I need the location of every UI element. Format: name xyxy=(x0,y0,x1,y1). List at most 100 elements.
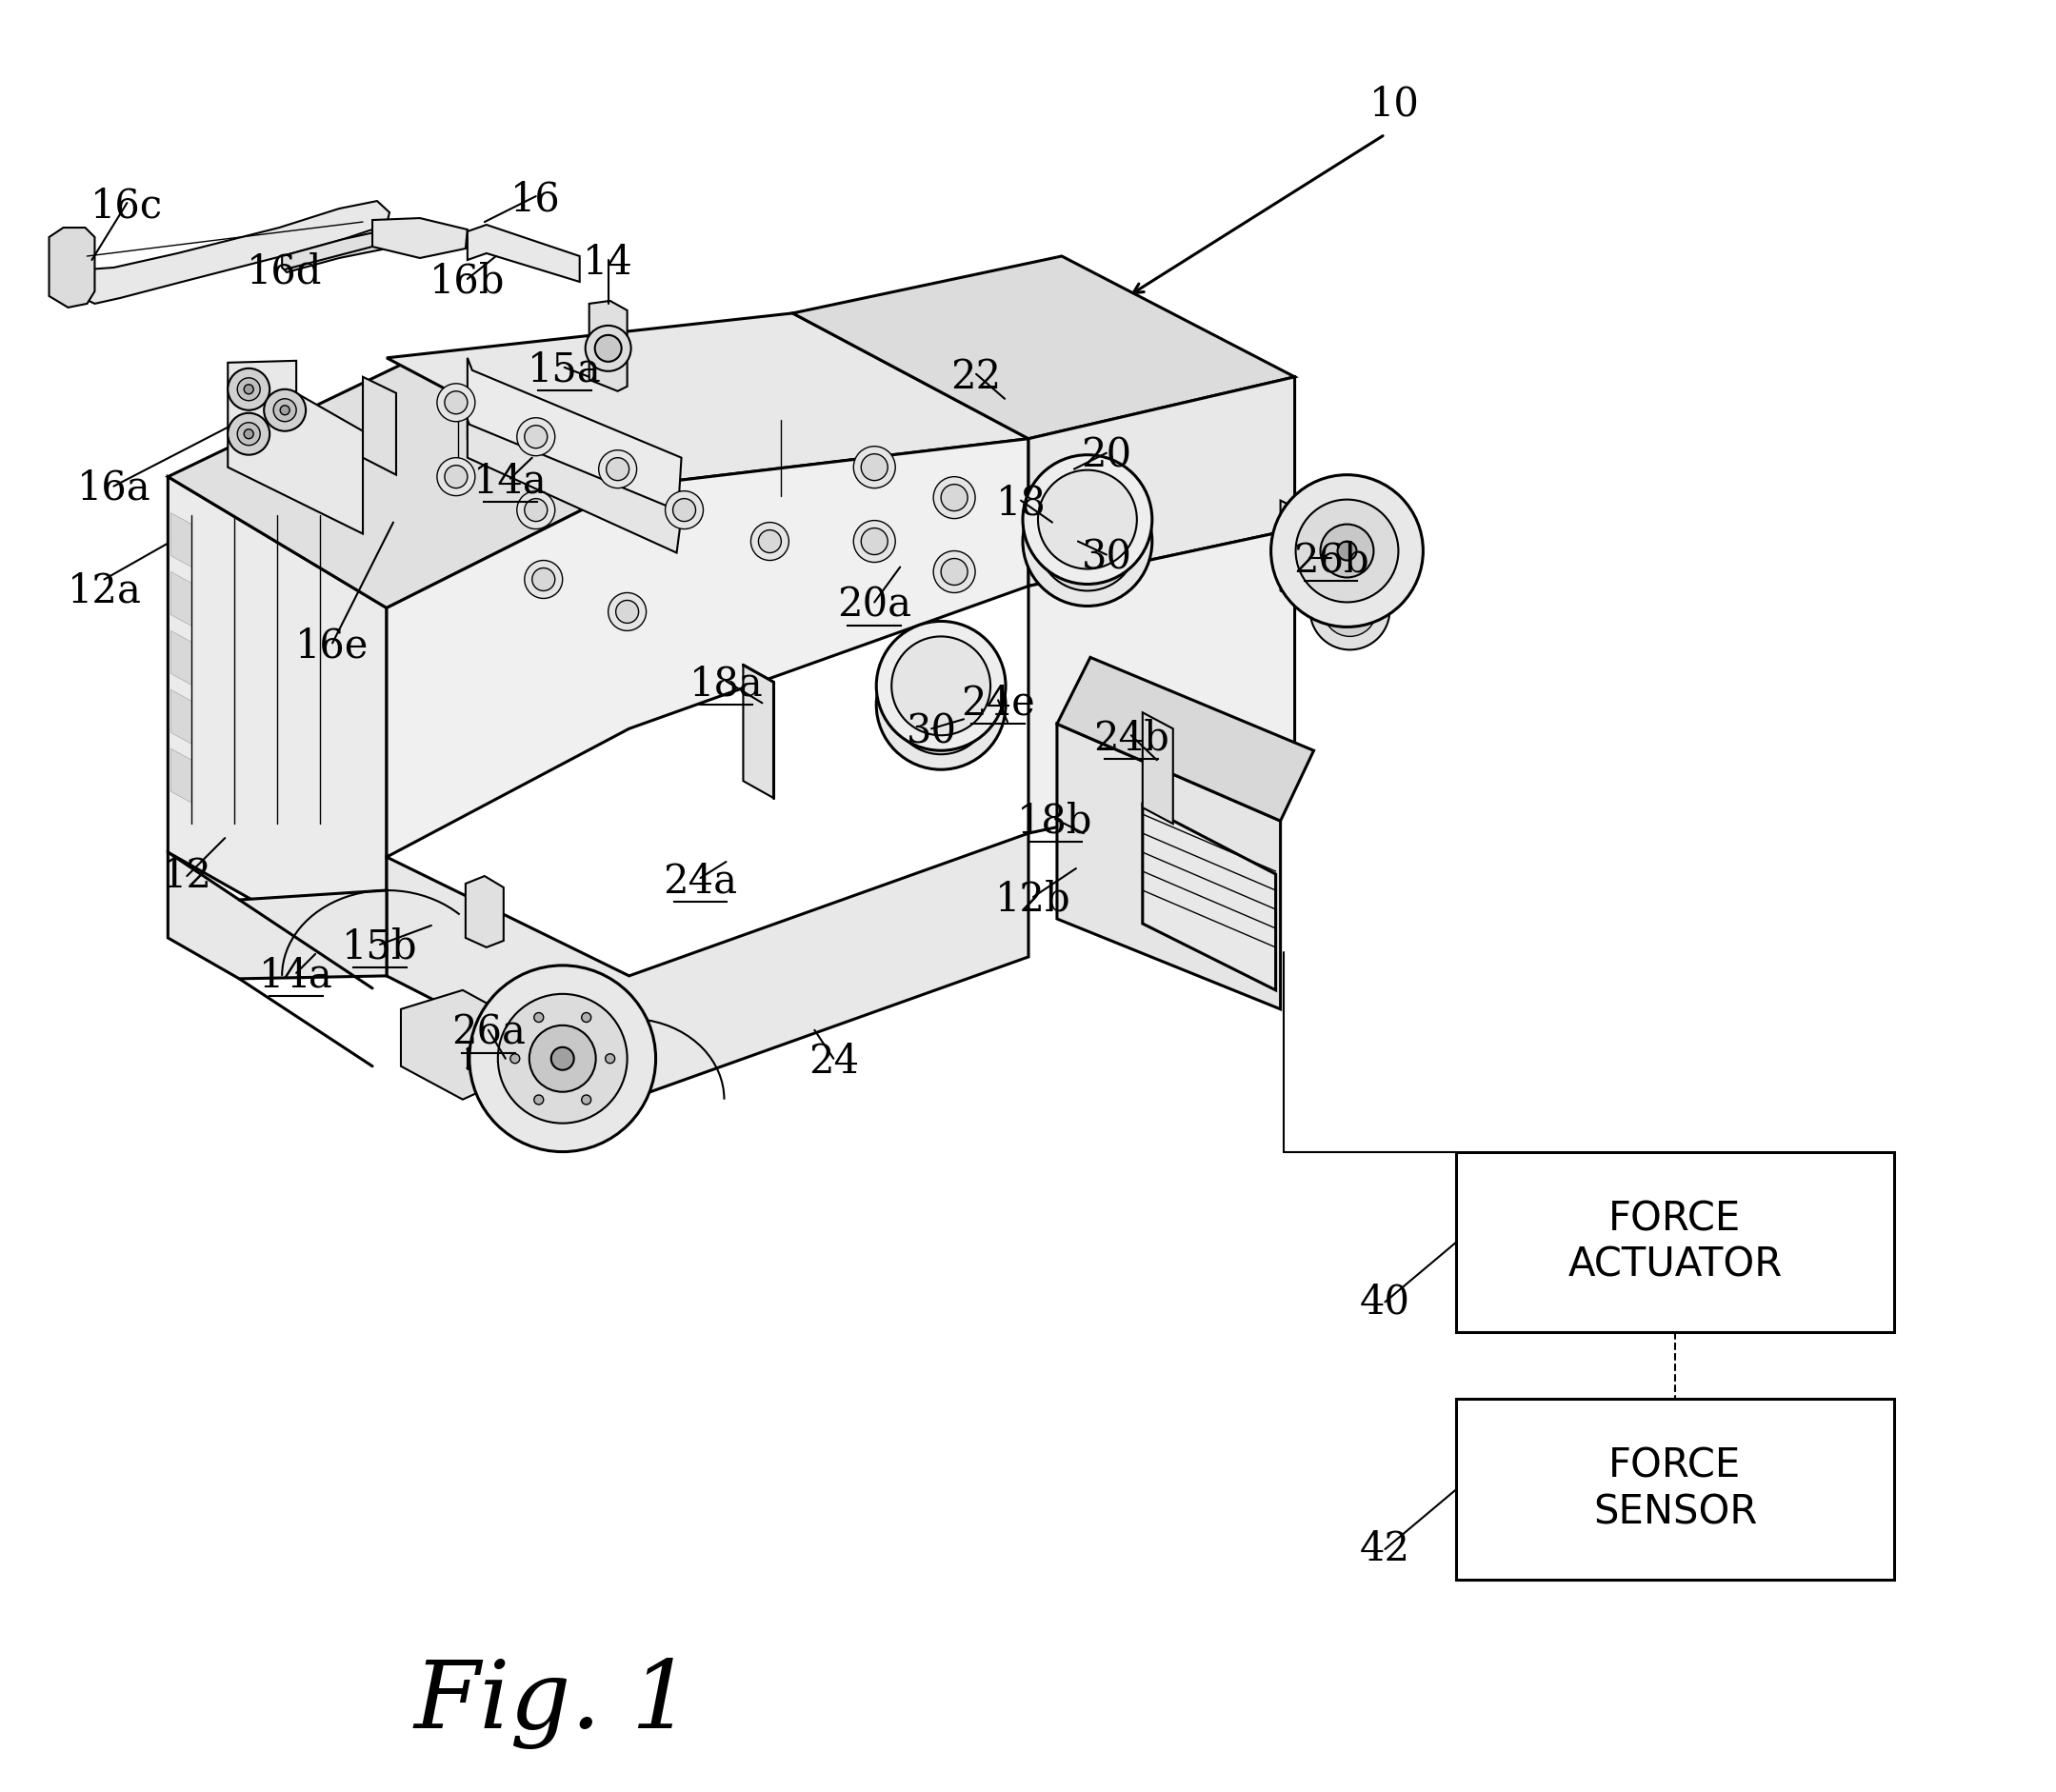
Text: 16a: 16a xyxy=(76,468,150,509)
Polygon shape xyxy=(1028,529,1295,833)
Text: FORCE
ACTUATOR: FORCE ACTUATOR xyxy=(1569,1199,1783,1285)
Circle shape xyxy=(524,425,547,448)
Circle shape xyxy=(516,418,555,455)
Circle shape xyxy=(528,1025,596,1091)
Text: 20: 20 xyxy=(1081,435,1131,477)
Circle shape xyxy=(524,561,563,599)
Polygon shape xyxy=(742,665,773,797)
Circle shape xyxy=(273,400,296,421)
Polygon shape xyxy=(1143,805,1275,991)
Text: Fig. 1: Fig. 1 xyxy=(413,1658,693,1749)
Circle shape xyxy=(933,550,975,593)
Circle shape xyxy=(594,335,621,362)
Circle shape xyxy=(876,622,1005,751)
Circle shape xyxy=(892,656,991,754)
Circle shape xyxy=(942,484,968,511)
Text: 10: 10 xyxy=(1369,84,1421,124)
Circle shape xyxy=(759,530,781,552)
Circle shape xyxy=(1320,525,1373,577)
Circle shape xyxy=(280,405,290,416)
Circle shape xyxy=(672,498,695,521)
Circle shape xyxy=(1022,477,1151,606)
Polygon shape xyxy=(1028,376,1295,586)
Text: 24a: 24a xyxy=(664,860,738,901)
Polygon shape xyxy=(465,876,504,948)
Circle shape xyxy=(228,369,269,410)
Circle shape xyxy=(666,491,703,529)
Polygon shape xyxy=(169,477,387,977)
Text: 16b: 16b xyxy=(430,262,506,301)
Circle shape xyxy=(245,428,253,439)
Text: 18: 18 xyxy=(995,484,1047,523)
Text: 16c: 16c xyxy=(90,186,162,226)
Circle shape xyxy=(438,457,475,496)
Circle shape xyxy=(1271,475,1423,627)
Circle shape xyxy=(1038,493,1137,591)
Circle shape xyxy=(469,966,656,1152)
Polygon shape xyxy=(171,572,191,625)
Circle shape xyxy=(245,385,253,394)
Polygon shape xyxy=(169,853,387,978)
Circle shape xyxy=(861,529,888,556)
Polygon shape xyxy=(467,419,681,552)
Circle shape xyxy=(524,498,547,521)
Circle shape xyxy=(750,521,790,561)
Text: 24: 24 xyxy=(808,1041,859,1081)
Text: 26b: 26b xyxy=(1293,541,1369,581)
Circle shape xyxy=(551,1047,574,1070)
Text: 18b: 18b xyxy=(1018,801,1094,840)
Circle shape xyxy=(609,593,646,631)
Text: 14: 14 xyxy=(584,242,633,283)
Text: 16d: 16d xyxy=(247,253,323,292)
Polygon shape xyxy=(467,224,580,281)
Circle shape xyxy=(444,466,467,487)
Circle shape xyxy=(1295,500,1398,602)
Circle shape xyxy=(1338,541,1357,561)
Polygon shape xyxy=(171,749,191,803)
Text: 30: 30 xyxy=(1081,538,1131,577)
Circle shape xyxy=(892,636,991,735)
Polygon shape xyxy=(467,358,681,534)
Circle shape xyxy=(516,491,555,529)
Circle shape xyxy=(510,1054,520,1063)
Text: 24b: 24b xyxy=(1094,719,1170,758)
Circle shape xyxy=(607,457,629,480)
Polygon shape xyxy=(171,631,191,685)
Circle shape xyxy=(853,446,894,487)
Circle shape xyxy=(535,1095,543,1104)
Text: FORCE
SENSOR: FORCE SENSOR xyxy=(1593,1446,1758,1532)
Polygon shape xyxy=(169,358,629,607)
Circle shape xyxy=(582,1012,590,1021)
Circle shape xyxy=(1324,582,1378,636)
Polygon shape xyxy=(387,439,1028,857)
Text: 30: 30 xyxy=(907,711,956,751)
Polygon shape xyxy=(1281,500,1314,607)
Text: 12b: 12b xyxy=(995,880,1071,919)
Circle shape xyxy=(598,450,637,487)
Circle shape xyxy=(876,640,1005,769)
Text: 14a: 14a xyxy=(473,462,547,502)
Polygon shape xyxy=(64,201,389,303)
Text: 14a: 14a xyxy=(259,955,333,996)
Polygon shape xyxy=(387,833,1028,1100)
Circle shape xyxy=(236,378,261,401)
Text: 16: 16 xyxy=(510,179,561,219)
Circle shape xyxy=(861,453,888,480)
Circle shape xyxy=(438,383,475,421)
Circle shape xyxy=(498,995,627,1124)
Circle shape xyxy=(263,389,306,432)
Text: 15b: 15b xyxy=(341,926,417,968)
Text: 26a: 26a xyxy=(450,1012,526,1054)
Text: 12a: 12a xyxy=(68,572,142,611)
Polygon shape xyxy=(228,360,362,534)
Circle shape xyxy=(582,1095,590,1104)
Circle shape xyxy=(236,423,261,446)
Circle shape xyxy=(586,326,631,371)
Text: 18a: 18a xyxy=(689,665,763,704)
Circle shape xyxy=(942,559,968,586)
Polygon shape xyxy=(49,228,95,308)
Polygon shape xyxy=(171,513,191,566)
Text: 16e: 16e xyxy=(296,625,370,667)
Text: 24e: 24e xyxy=(960,683,1034,722)
Circle shape xyxy=(853,520,894,563)
